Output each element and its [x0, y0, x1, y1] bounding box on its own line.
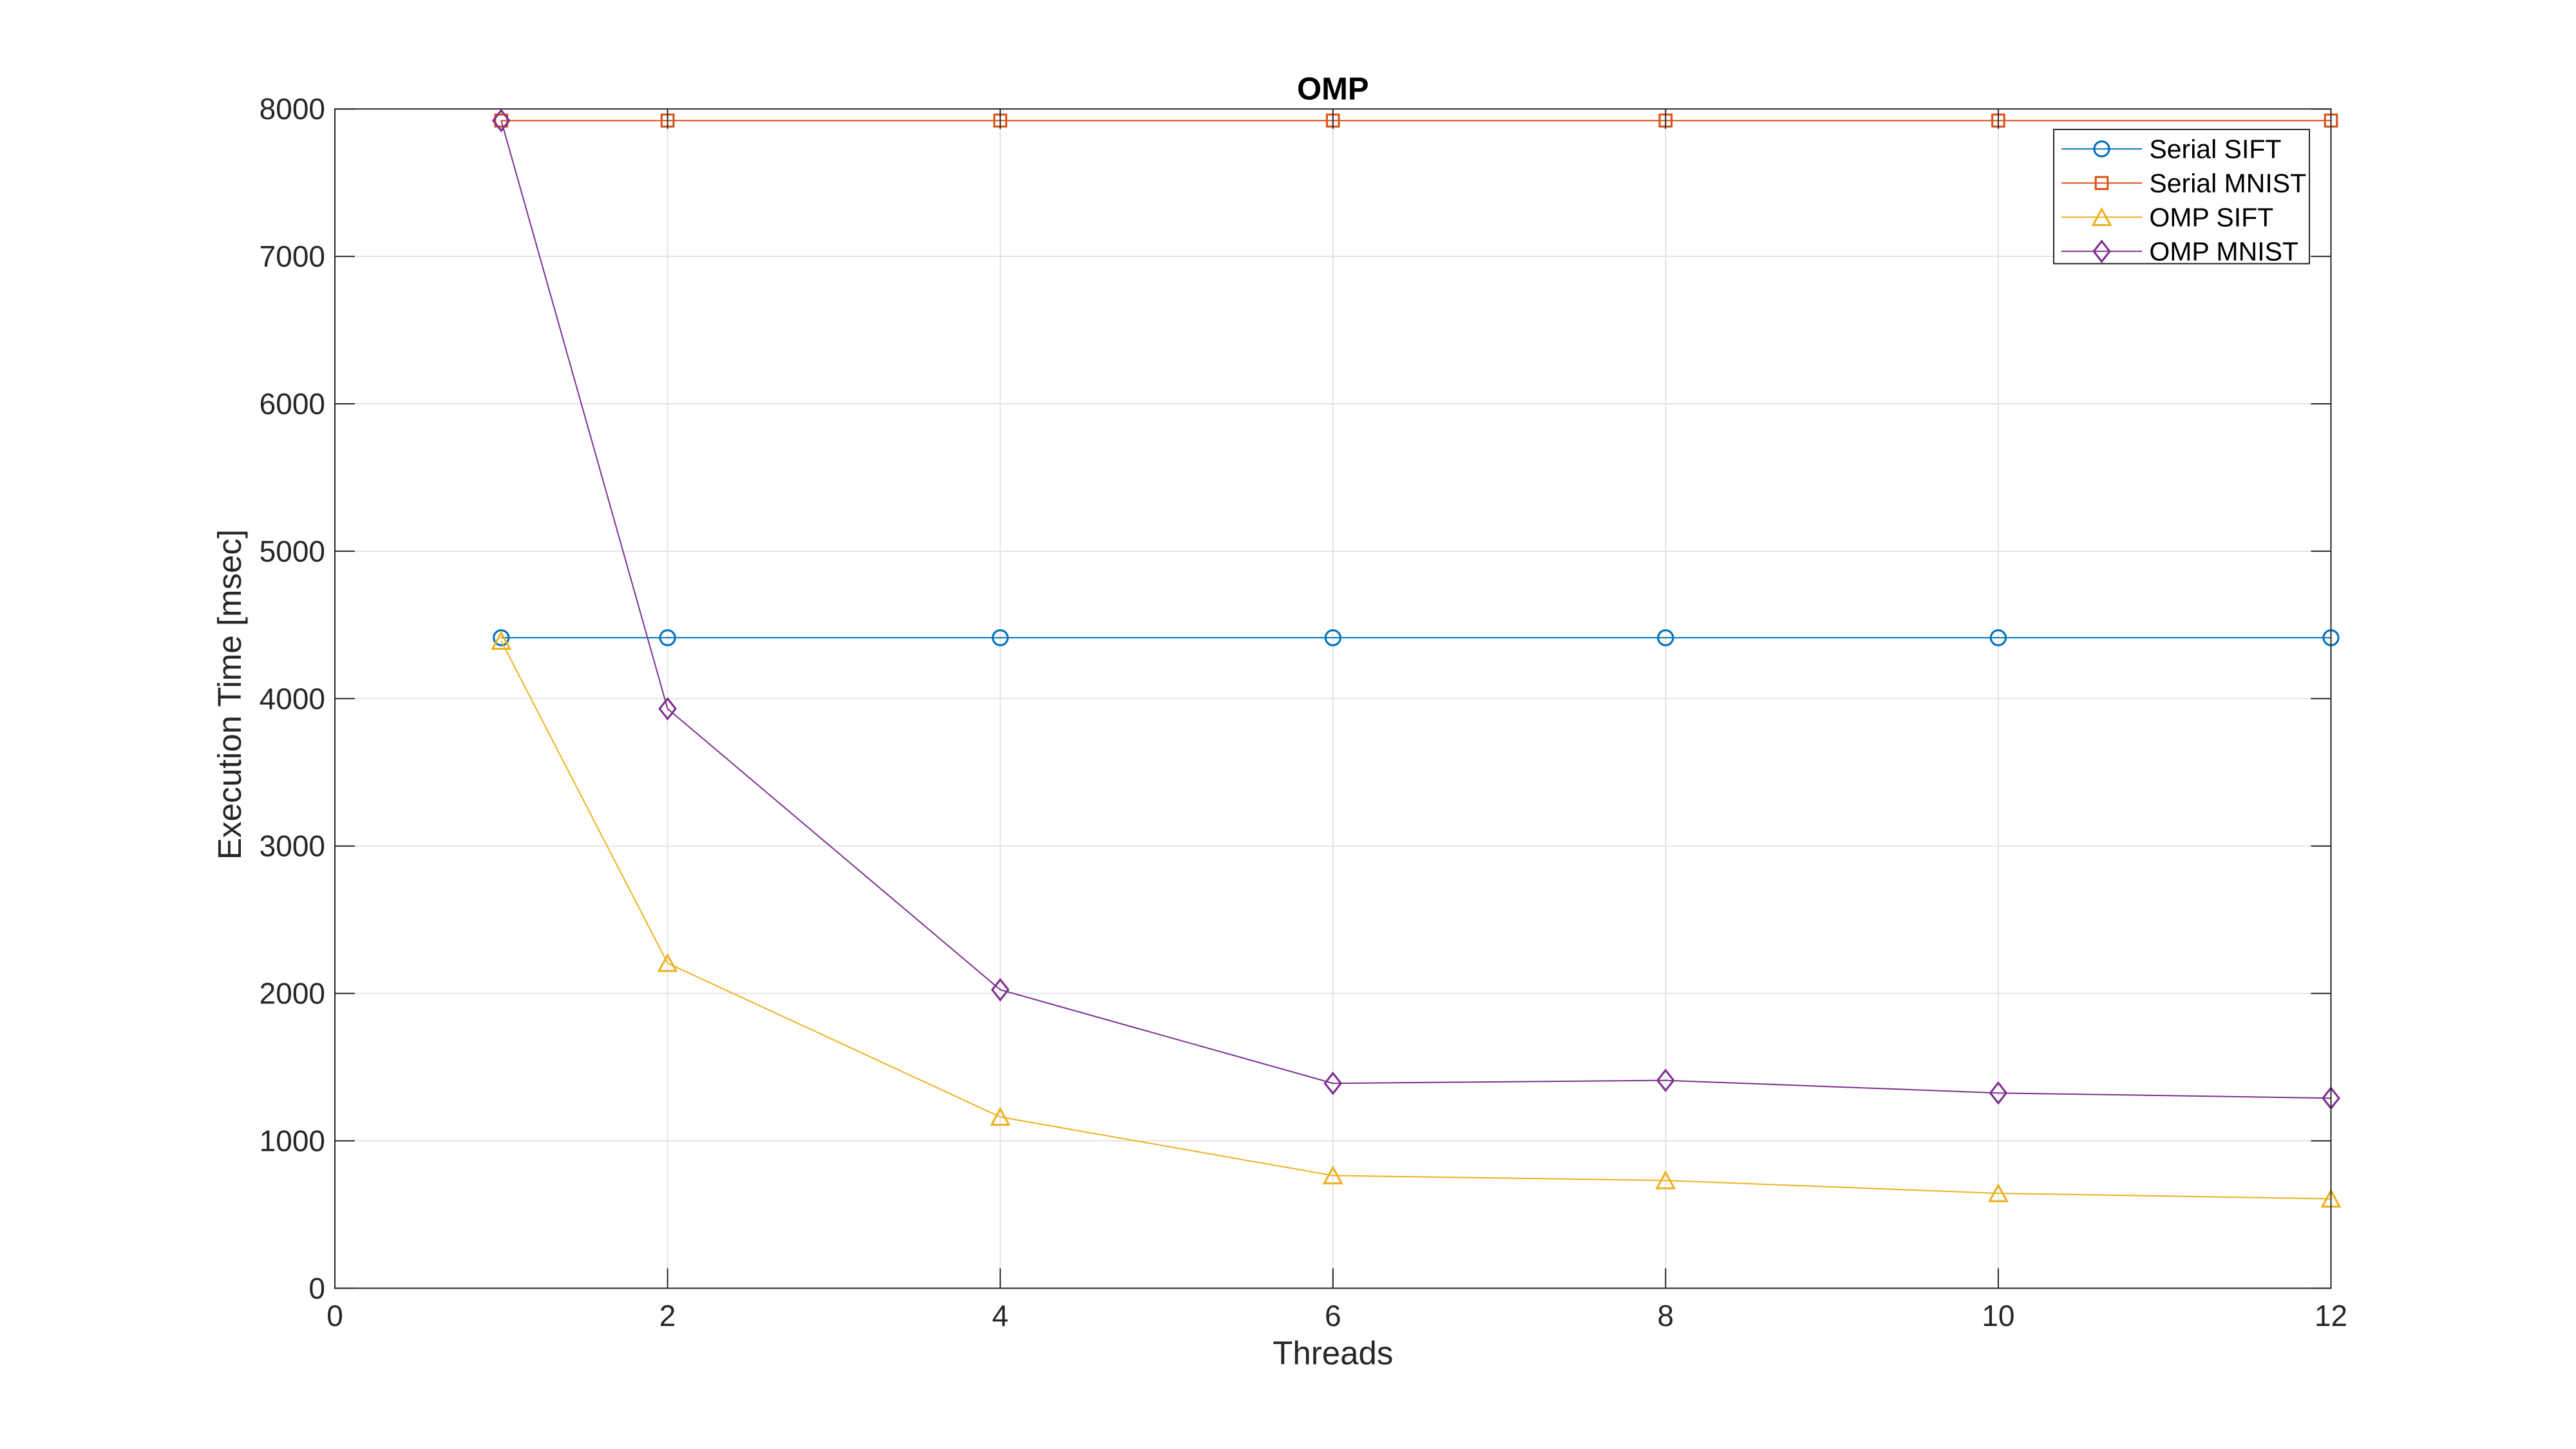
svg-text:2: 2 [659, 1299, 676, 1332]
svg-text:10: 10 [1982, 1299, 2014, 1332]
svg-text:1000: 1000 [260, 1124, 325, 1158]
svg-text:6: 6 [1325, 1299, 1341, 1332]
svg-text:5000: 5000 [260, 535, 325, 568]
svg-text:OMP: OMP [1297, 72, 1369, 107]
svg-text:2000: 2000 [260, 977, 325, 1010]
svg-text:4000: 4000 [260, 682, 325, 715]
svg-text:4: 4 [992, 1299, 1009, 1332]
svg-text:3000: 3000 [260, 829, 325, 863]
svg-text:0: 0 [308, 1271, 325, 1305]
svg-text:8: 8 [1658, 1299, 1674, 1332]
svg-text:8000: 8000 [260, 92, 325, 126]
svg-text:OMP SIFT: OMP SIFT [2149, 203, 2273, 232]
svg-text:Serial SIFT: Serial SIFT [2149, 134, 2281, 164]
svg-text:12: 12 [2315, 1299, 2347, 1332]
svg-text:Serial MNIST: Serial MNIST [2149, 168, 2306, 198]
svg-text:0: 0 [327, 1299, 343, 1332]
svg-text:Threads: Threads [1273, 1334, 1393, 1371]
svg-text:Execution Time [msec]: Execution Time [msec] [211, 529, 248, 860]
svg-text:OMP MNIST: OMP MNIST [2149, 237, 2298, 267]
svg-text:6000: 6000 [260, 387, 325, 421]
svg-text:7000: 7000 [260, 240, 325, 273]
